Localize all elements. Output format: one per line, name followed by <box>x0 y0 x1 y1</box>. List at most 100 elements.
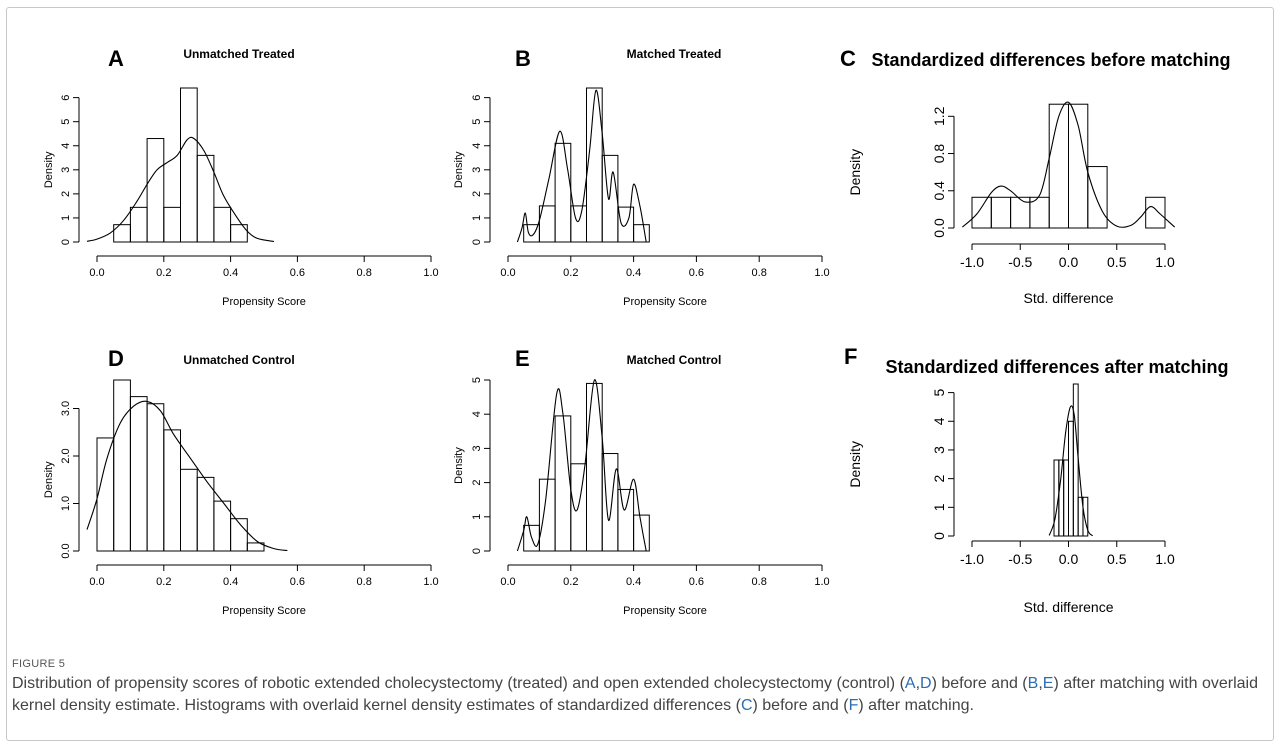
y-tick-label: 1 <box>471 215 483 221</box>
histogram-bar <box>230 224 248 243</box>
y-tick-label: 5 <box>471 377 483 383</box>
y-tick-label: 1 <box>60 215 72 221</box>
y-tick-label: 4 <box>471 143 483 149</box>
density-curve <box>962 101 1176 228</box>
y-tick-label: 6 <box>471 95 483 101</box>
x-tick-label: 0.0 <box>89 576 104 588</box>
x-tick-label: 0.4 <box>626 576 641 588</box>
y-tick-label: 5 <box>471 119 483 125</box>
histogram-bar <box>971 196 992 229</box>
y-tick-label: 6 <box>60 95 72 101</box>
histogram-bar <box>554 142 572 243</box>
y-tick-label: 0 <box>60 239 72 245</box>
y-axis-label: Density <box>453 447 465 484</box>
y-tick-label: 1 <box>931 503 947 511</box>
x-tick-label: 0.6 <box>689 576 704 588</box>
panel-a: A Unmatched Treated 0 1 2 3 4 5 6 0.0 0.2 0.4 0.6 0.8… <box>43 46 439 308</box>
y-tick-label: 0.8 <box>931 144 947 164</box>
x-tick-label: -0.5 <box>1008 254 1032 270</box>
y-tick-label: 0.0 <box>60 543 72 558</box>
y-tick-label: 4 <box>60 143 72 149</box>
caption-panel-ref[interactable]: E <box>1042 675 1054 692</box>
histogram-bar <box>601 154 619 243</box>
y-axis-label: Density <box>43 151 55 188</box>
y-tick-label: 5 <box>60 119 72 125</box>
histogram-bar <box>196 154 215 243</box>
density-curve <box>516 379 647 552</box>
y-tick-label: 0.0 <box>931 218 947 238</box>
panel-letter: E <box>515 346 530 371</box>
caption-panel-ref[interactable]: B <box>1027 675 1039 692</box>
y-tick-label: 2 <box>60 191 72 197</box>
panel-letter: C <box>840 46 856 71</box>
x-tick-label: 0.8 <box>752 267 767 279</box>
panel-letter: D <box>108 346 124 371</box>
caption-panel-ref[interactable]: F <box>848 697 859 714</box>
histogram-bar <box>1068 420 1074 537</box>
caption-text: ) before and ( <box>931 675 1028 692</box>
x-axis-label: Propensity Score <box>623 296 707 308</box>
histogram-bar <box>1087 166 1108 229</box>
caption-text: ) before and ( <box>752 697 849 714</box>
x-tick-label: 1.0 <box>423 267 438 279</box>
histogram-bar <box>163 206 182 243</box>
x-tick-label: -0.5 <box>1008 551 1032 567</box>
figure-label: FIGURE 5 <box>12 658 66 670</box>
histogram-bar <box>113 379 131 552</box>
density-curve <box>86 136 275 243</box>
x-tick-label: 1.0 <box>423 576 438 588</box>
histogram-bar <box>1063 459 1070 537</box>
density-curve <box>516 89 647 243</box>
x-tick-label: 0.6 <box>290 576 305 588</box>
y-tick-label: 1.2 <box>931 106 947 126</box>
histogram-bar <box>129 206 148 243</box>
panel-letter: B <box>515 46 531 71</box>
caption-panel-ref[interactable]: D <box>920 675 932 692</box>
x-tick-label: 0.8 <box>357 576 372 588</box>
x-tick-label: 0.4 <box>223 267 238 279</box>
chart-title: Unmatched Treated <box>183 47 294 61</box>
y-tick-label: 0 <box>471 548 483 554</box>
histogram-bar <box>113 224 131 243</box>
histogram-bar <box>180 468 198 552</box>
histogram-bar <box>570 205 587 243</box>
histogram-bar <box>129 396 148 552</box>
histogram-bar <box>180 87 198 243</box>
histogram-bar <box>146 403 165 552</box>
histogram-bar <box>1068 103 1089 229</box>
chart-title: Unmatched Control <box>183 353 294 367</box>
panel-d: D Unmatched Control 0.0 1.0 2.0 3.0 0.0 0.2 0.4 0… <box>43 346 439 617</box>
x-tick-label: 0.6 <box>689 267 704 279</box>
histogram-bar <box>633 224 650 243</box>
chart-title: Matched Control <box>627 353 722 367</box>
histogram-bar <box>1082 496 1089 537</box>
y-tick-label: 5 <box>931 389 947 397</box>
caption-panel-ref[interactable]: C <box>740 697 753 714</box>
caption-panel-ref[interactable]: A <box>904 675 916 692</box>
x-tick-label: 0.8 <box>357 267 372 279</box>
density-curve <box>1048 405 1094 537</box>
caption-text: Distribution of propensity scores of rob… <box>12 675 905 692</box>
x-tick-label: 0.2 <box>156 576 171 588</box>
y-tick-label: 2 <box>471 191 483 197</box>
histogram-bar <box>554 415 572 552</box>
panel-b: B Matched Treated 0 1 2 3 4 5 6 0.0 0.2 0.4 0.6 0.8 1.… <box>453 46 830 308</box>
y-tick-label: 0 <box>471 239 483 245</box>
x-tick-label: 1.0 <box>1155 254 1175 270</box>
histogram-bar <box>990 196 1012 229</box>
chart-title: Standardized differences before matching <box>871 50 1230 70</box>
chart-title: Matched Treated <box>627 47 722 61</box>
panel-f: F Standardized differences after matching… <box>844 344 1229 615</box>
histogram-bar <box>633 514 650 552</box>
x-tick-label: 0.0 <box>89 267 104 279</box>
x-tick-label: 1.0 <box>1155 551 1175 567</box>
panel-letter: F <box>844 344 857 369</box>
caption-text: ) after matching. <box>858 697 974 714</box>
x-tick-label: 0.0 <box>1059 254 1079 270</box>
histogram-bar <box>96 437 115 552</box>
x-axis-label: Propensity Score <box>222 296 306 308</box>
histogram-bar <box>230 518 248 552</box>
x-tick-label: 0.5 <box>1107 254 1127 270</box>
histogram-bar <box>213 206 232 243</box>
caption-text: , <box>1038 675 1043 692</box>
